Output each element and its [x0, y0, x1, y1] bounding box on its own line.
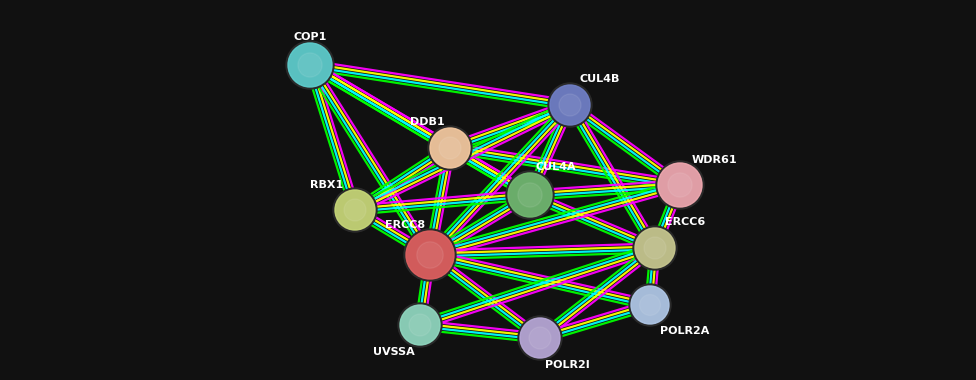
Circle shape — [639, 294, 661, 315]
Circle shape — [631, 286, 669, 324]
Circle shape — [635, 228, 675, 268]
Circle shape — [344, 199, 366, 221]
Circle shape — [550, 85, 590, 125]
Text: CUL4A: CUL4A — [535, 162, 576, 172]
Circle shape — [656, 161, 704, 209]
Text: UVSSA: UVSSA — [373, 347, 415, 357]
Circle shape — [298, 53, 322, 77]
Circle shape — [409, 314, 431, 336]
Circle shape — [406, 231, 454, 279]
Circle shape — [288, 43, 332, 87]
Text: DDB1: DDB1 — [410, 117, 445, 127]
Circle shape — [520, 318, 560, 358]
Circle shape — [508, 173, 552, 217]
Circle shape — [518, 316, 562, 360]
Circle shape — [398, 303, 442, 347]
Circle shape — [333, 188, 377, 232]
Circle shape — [629, 284, 671, 326]
Circle shape — [518, 183, 542, 207]
Text: CUL4B: CUL4B — [580, 74, 621, 84]
Circle shape — [417, 242, 443, 268]
Circle shape — [335, 190, 375, 230]
Circle shape — [286, 41, 334, 89]
Circle shape — [430, 128, 470, 168]
Text: COP1: COP1 — [294, 32, 327, 42]
Text: ERCC8: ERCC8 — [385, 220, 425, 230]
Text: POLR2A: POLR2A — [660, 326, 710, 336]
Text: ERCC6: ERCC6 — [665, 217, 706, 227]
Circle shape — [633, 226, 677, 270]
Circle shape — [644, 237, 666, 259]
Text: WDR61: WDR61 — [692, 155, 738, 165]
Circle shape — [529, 327, 551, 349]
Circle shape — [439, 137, 461, 159]
Text: RBX1: RBX1 — [309, 180, 343, 190]
Circle shape — [400, 305, 440, 345]
Text: POLR2I: POLR2I — [545, 360, 590, 370]
Circle shape — [559, 94, 581, 116]
Circle shape — [548, 83, 592, 127]
Circle shape — [658, 163, 702, 207]
Circle shape — [506, 171, 554, 219]
Circle shape — [404, 229, 456, 281]
Circle shape — [428, 126, 472, 170]
Circle shape — [668, 173, 692, 197]
